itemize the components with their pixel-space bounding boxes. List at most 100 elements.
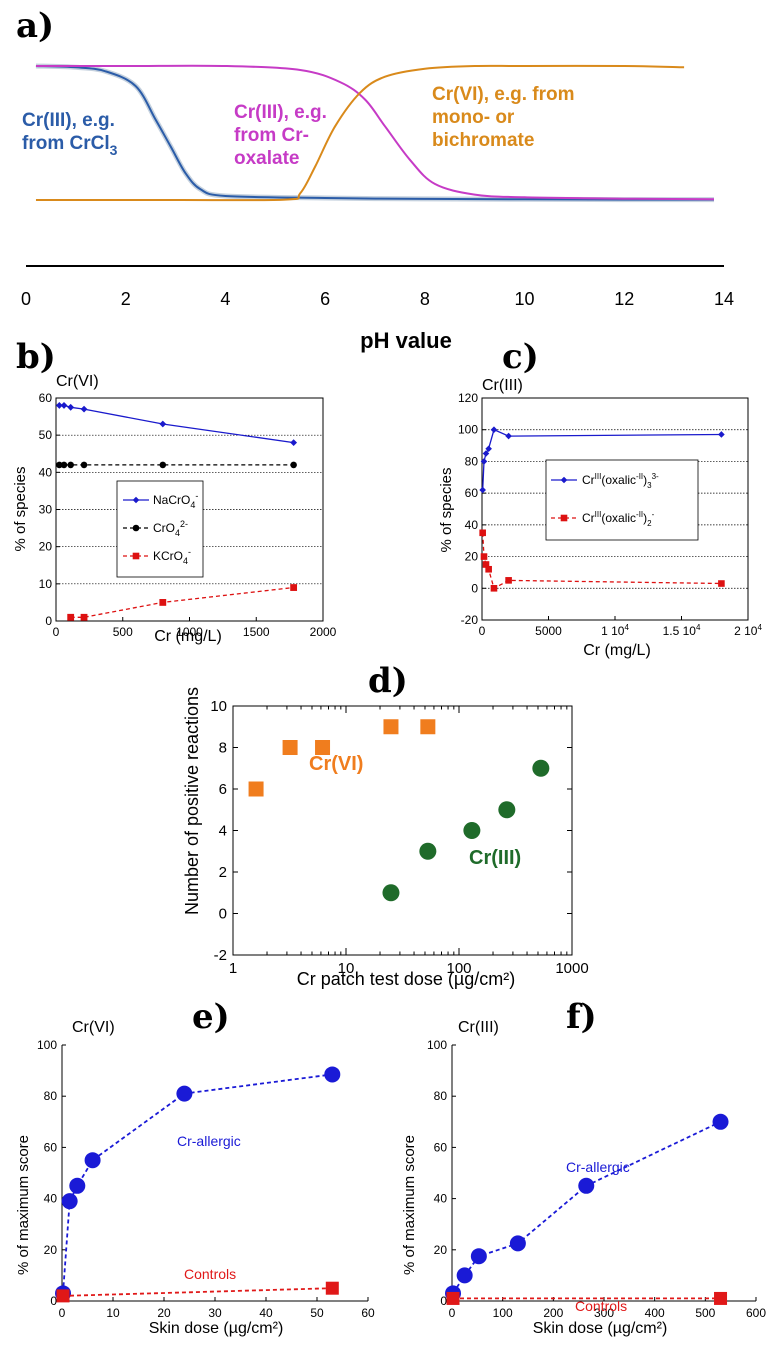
series-line (62, 1287, 333, 1297)
data-point (490, 584, 498, 592)
panel-d-plot: -2 0 2 4 6 8 10 1 10 100 1000 (210, 698, 588, 977)
y-tick-label: 10 (210, 698, 227, 715)
legend-text: ) (643, 473, 647, 487)
legend-superscript: -II (636, 472, 643, 481)
x-tick-label: 0 (21, 289, 31, 309)
x-tick-label: 30 (208, 1306, 222, 1320)
legend-text: Cr (582, 473, 595, 487)
legend-marker (132, 552, 140, 560)
x-tick-superscript: 4 (696, 623, 701, 632)
panel-d: d) -2 0 2 4 6 8 10 1 10 100 1000 Cr patch test dos… (182, 661, 589, 989)
series-line (62, 1073, 333, 1294)
y-tick-label: 80 (434, 1089, 448, 1103)
data-point (712, 1113, 729, 1130)
panel-d-x-label: Cr patch test dose (µg/cm²) (297, 969, 515, 989)
panel-d-label-cr3: Cr(III) (469, 847, 521, 869)
panel-c-legend-box (545, 459, 699, 541)
legend-label: CrIII(oxalic-II)33- (582, 472, 659, 490)
legend-subscript: 3 (647, 481, 652, 490)
y-tick-label: 0 (440, 1294, 447, 1308)
x-tick-label: 500 (695, 1306, 715, 1320)
legend-text: Cr (582, 511, 595, 525)
panel-b-title: Cr(VI) (56, 373, 99, 390)
legend-subscript: 4 (190, 500, 195, 510)
x-tick-label: 60 (361, 1306, 375, 1320)
data-point (505, 577, 512, 584)
y-tick-label: 120 (458, 391, 478, 405)
panel-a-curves (35, 63, 715, 203)
data-point (282, 740, 298, 755)
y-tick-label: 0 (471, 581, 478, 595)
data-point (383, 719, 399, 735)
data-point (67, 613, 75, 621)
x-tick-label: 6 (320, 289, 330, 309)
y-tick-label: 20 (44, 1243, 58, 1257)
panel-f-letter: f) (566, 997, 597, 1037)
data-point (463, 822, 481, 839)
panel-f-plot: 0 20 40 60 80 100 0 100 200 300 400 500 600 (427, 1038, 766, 1320)
y-tick-label: 20 (465, 550, 479, 564)
y-tick-label: 60 (434, 1140, 448, 1154)
data-point (456, 1267, 473, 1284)
panel-d-y-label: Number of positive reactions (182, 687, 202, 915)
panel-f-y-label: % of maximum score (401, 1135, 418, 1275)
x-tick-label: 0 (59, 1306, 66, 1320)
x-tick-label: 20 (157, 1306, 171, 1320)
y-tick-label: 8 (219, 740, 227, 757)
legend-marker (560, 476, 568, 484)
data-point (80, 613, 88, 621)
panel-a-label-cr3-chloride: Cr(III), e.g. from CrCl3 (22, 110, 118, 158)
legend-text: CrO (153, 521, 175, 535)
x-tick-label: 2000 (310, 625, 337, 639)
x-tick-label: 5000 (535, 624, 562, 638)
panel-a-label-cr3-oxalate: Cr(III), e.g. from Cr- oxalate (234, 102, 327, 169)
panel-a-letter: a) (16, 6, 54, 46)
panel-f-x-label: Skin dose (µg/cm²) (533, 1320, 668, 1337)
legend-marker (132, 496, 140, 504)
series-line (59, 404, 294, 444)
data-point (55, 402, 63, 409)
y-tick-label: 10 (39, 577, 53, 591)
x-tick-text: 1.5 10 (663, 624, 697, 638)
panel-b-legend-entries: NaCrO4-CrO42-KCrO4- (123, 491, 198, 566)
x-tick-label: 100 (446, 960, 471, 977)
x-tick-label: 200 (543, 1306, 563, 1320)
x-tick-label: 4 (220, 289, 230, 309)
data-point (69, 1177, 86, 1194)
x-tick-label: 12 (614, 289, 634, 309)
x-tick-superscript: 4 (624, 623, 629, 632)
x-tick-label: 1500 (243, 625, 270, 639)
x-tick-label: 40 (259, 1306, 273, 1320)
x-tick-label: 500 (113, 625, 133, 639)
panel-a-label-text: from CrCl (22, 133, 110, 154)
data-point (56, 461, 63, 469)
legend-superscript: -II (636, 510, 643, 519)
panel-d-label-cr6: Cr(VI) (309, 753, 363, 775)
data-point (382, 884, 400, 902)
legend-text: ) (643, 511, 647, 525)
legend-text: (oxalic (601, 473, 636, 487)
data-point (470, 1248, 487, 1265)
panel-d-letter: d) (368, 661, 408, 701)
panel-c-x-label: Cr (mg/L) (583, 642, 651, 659)
y-tick-label: 80 (44, 1089, 58, 1103)
legend-text: NaCrO (153, 493, 190, 507)
x-tick-text: 5000 (535, 624, 562, 638)
legend-label: NaCrO4- (153, 491, 198, 510)
legend-label: CrO42- (153, 519, 188, 538)
panel-b-letter: b) (16, 337, 56, 377)
y-tick-label: 40 (39, 465, 53, 479)
y-tick-label: 100 (37, 1038, 57, 1052)
panel-e: e) Cr(VI) 0 20 40 60 80 100 0 10 20 30 40 50 60 Skin… (15, 997, 375, 1337)
legend-superscript: 2- (180, 519, 188, 529)
x-tick-label: 10 (106, 1306, 120, 1320)
panel-b-x-label: Cr (mg/L) (154, 628, 222, 645)
legend-superscript: - (195, 491, 198, 501)
y-tick-label: 50 (39, 428, 53, 442)
panel-e-x-label: Skin dose (µg/cm²) (149, 1320, 284, 1337)
panel-c-title: Cr(III) (482, 377, 523, 394)
data-point (480, 553, 488, 560)
